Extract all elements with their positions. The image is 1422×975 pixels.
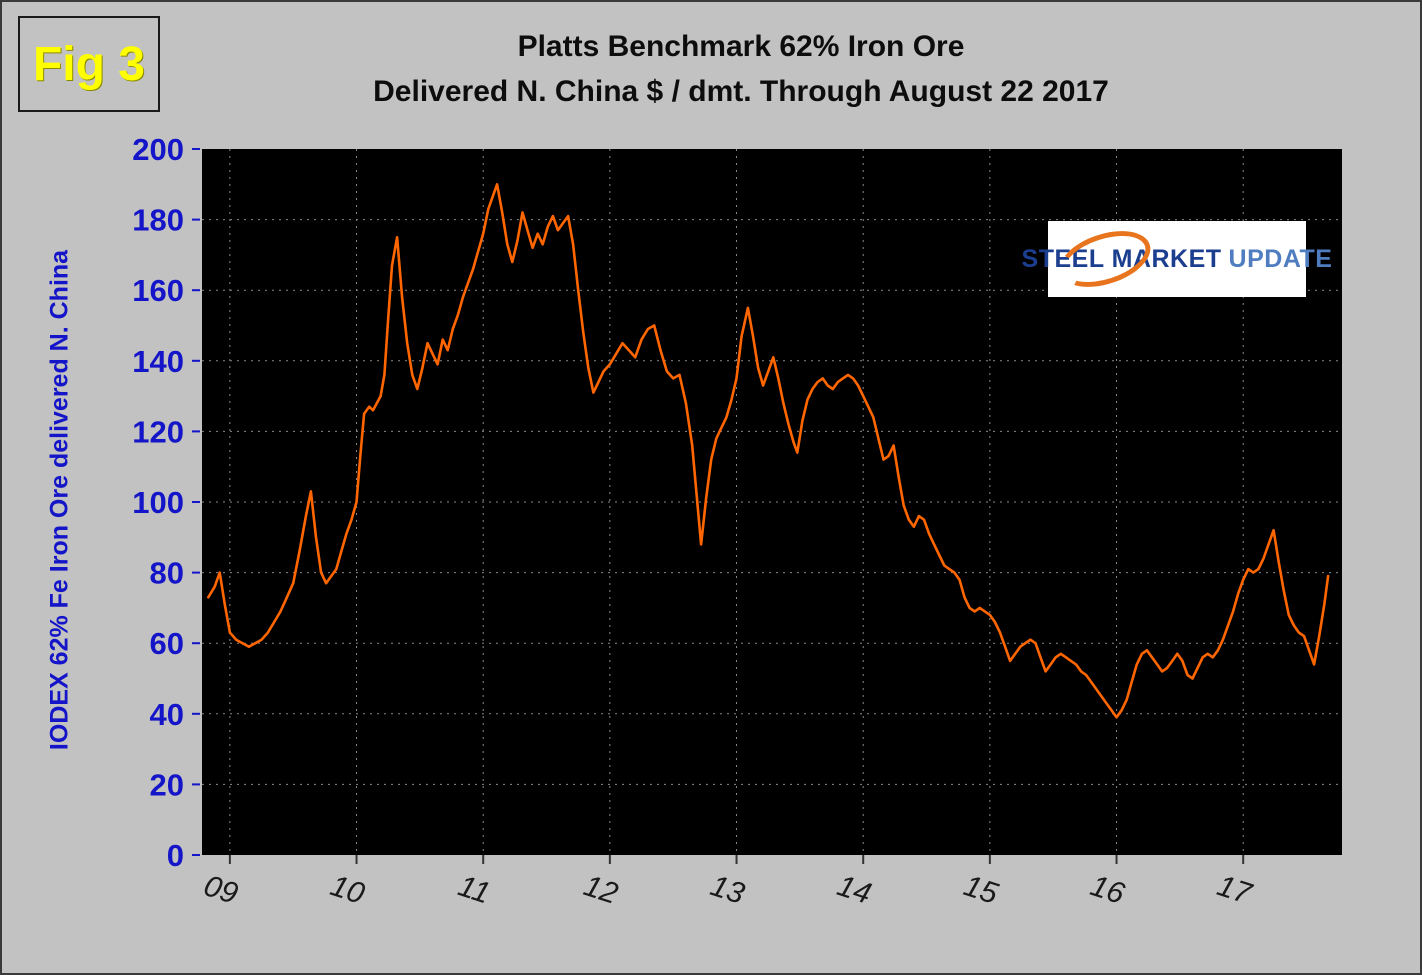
price-line-series (207, 183, 1330, 719)
x-tick-label: 12 (580, 869, 622, 911)
logo-word-update: UPDATE (1228, 244, 1333, 273)
chart-title-line1: Platts Benchmark 62% Iron Ore (517, 30, 965, 63)
x-tick-label: 11 (454, 869, 494, 910)
logo-swoosh-icon (1052, 220, 1158, 298)
y-tick-label: 80 (150, 556, 184, 591)
y-tick-label: 20 (150, 767, 184, 802)
x-tick-label: 16 (1086, 869, 1128, 911)
y-tick-label: 100 (132, 485, 184, 520)
x-tick-label: 09 (200, 869, 242, 911)
figure-label-box: Fig 3 (18, 16, 160, 112)
y-axis: 0 20 40 60 80 100 120 140 160 180 200 (132, 132, 200, 873)
logo-word-steel: STEEL (1021, 244, 1105, 273)
logo-word-market: MARKET (1111, 244, 1222, 273)
y-tick-label: 180 (132, 203, 184, 238)
steel-market-update-logo: STEEL MARKET UPDATE (1022, 220, 1332, 298)
y-tick-label: 120 (132, 414, 184, 449)
gridlines (202, 149, 1342, 855)
x-tick-label: 17 (1213, 869, 1256, 911)
y-tick-label: 140 (132, 344, 184, 379)
x-tick-label: 10 (326, 869, 368, 911)
x-axis: 09 10 11 12 13 14 15 16 17 (200, 855, 1256, 911)
y-tick-label: 200 (132, 132, 184, 167)
y-tick-label: 0 (167, 838, 184, 873)
y-tick-label: 160 (132, 273, 184, 308)
x-tick-label: 14 (833, 869, 875, 911)
figure-label: Fig 3 (32, 37, 145, 91)
chart-title-line2: Delivered N. China $ / dmt. Through Augu… (373, 75, 1109, 108)
x-tick-label: 15 (960, 869, 1002, 911)
y-tick-label: 60 (150, 626, 184, 661)
chart-title: Platts Benchmark 62% Iron Ore Delivered … (122, 24, 1360, 114)
y-axis-title: IODEX 62% Fe Iron Ore delivered N. China (45, 249, 74, 751)
y-tick-label: 40 (150, 697, 184, 732)
x-tick-label: 13 (706, 869, 748, 911)
